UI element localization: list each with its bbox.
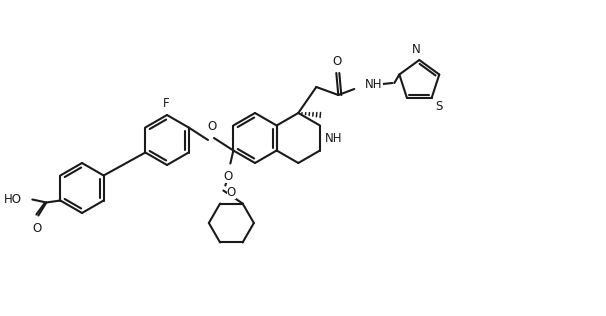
Text: NH: NH — [325, 131, 342, 144]
Text: NH: NH — [365, 78, 383, 92]
Text: O: O — [224, 169, 233, 183]
Text: O: O — [33, 222, 42, 234]
Text: HO: HO — [4, 193, 22, 206]
Text: O: O — [207, 120, 216, 133]
Text: O: O — [333, 55, 342, 68]
Text: O: O — [227, 185, 236, 198]
Text: F: F — [162, 97, 169, 110]
Text: S: S — [436, 100, 443, 113]
Text: N: N — [412, 43, 421, 56]
